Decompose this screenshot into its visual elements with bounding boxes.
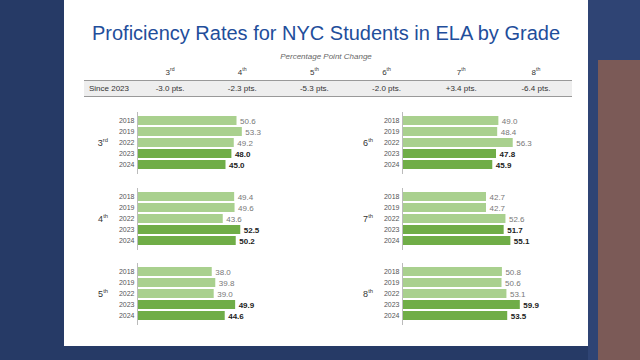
svg-text:45.0: 45.0	[229, 161, 245, 170]
svg-text:2022: 2022	[119, 215, 135, 222]
html-text:5th: 5th	[98, 288, 108, 299]
svg-text:2018: 2018	[384, 117, 400, 124]
svg-text:2018: 2018	[384, 193, 400, 200]
html-text:+3.4 pts.: +3.4 pts.	[445, 83, 477, 93]
html-text:6th: 6th	[382, 66, 391, 77]
svg-text:52.6: 52.6	[509, 215, 525, 224]
svg-text:2019: 2019	[119, 279, 135, 286]
svg-text:42.7: 42.7	[489, 193, 505, 202]
svg-text:2018: 2018	[119, 193, 135, 200]
svg-text:2024: 2024	[119, 312, 135, 319]
html-text:8th: 8th	[531, 66, 541, 77]
html-text:Since 2023: Since 2023	[89, 83, 129, 93]
svg-text:2023: 2023	[119, 226, 135, 233]
html-text:3rd: 3rd	[97, 137, 108, 148]
svg-text:48.4: 48.4	[501, 128, 517, 137]
svg-text:2023: 2023	[119, 301, 135, 308]
html-text:4th: 4th	[98, 213, 108, 224]
svg-text:59.9: 59.9	[523, 301, 539, 310]
svg-text:2024: 2024	[384, 312, 400, 319]
svg-text:2022: 2022	[384, 139, 400, 146]
svg-text:50.8: 50.8	[505, 268, 521, 277]
html-text:-3.0 pts.: -3.0 pts.	[155, 83, 185, 93]
svg-text:2022: 2022	[384, 290, 400, 297]
svg-text:2019: 2019	[384, 128, 400, 135]
svg-text:2023: 2023	[384, 301, 400, 308]
svg-text:2024: 2024	[119, 161, 135, 168]
svg-text:44.6: 44.6	[228, 312, 244, 321]
svg-text:49.2: 49.2	[237, 139, 253, 148]
svg-text:38.0: 38.0	[215, 268, 231, 277]
html-text:-2.0 pts.: -2.0 pts.	[372, 83, 401, 93]
svg-text:53.5: 53.5	[511, 312, 527, 321]
html-text:-6.4 pts.: -6.4 pts.	[521, 83, 551, 93]
svg-text:2022: 2022	[384, 215, 400, 222]
svg-text:50.2: 50.2	[239, 237, 255, 246]
svg-text:2018: 2018	[119, 268, 135, 275]
svg-text:53.1: 53.1	[510, 290, 526, 299]
svg-text:2022: 2022	[119, 290, 135, 297]
svg-text:55.1: 55.1	[514, 237, 530, 246]
svg-text:50.6: 50.6	[505, 279, 521, 288]
html-text:6th: 6th	[363, 137, 373, 148]
svg-text:49.0: 49.0	[502, 117, 518, 126]
svg-text:52.5: 52.5	[244, 226, 260, 235]
svg-text:2024: 2024	[384, 237, 400, 244]
svg-text:2019: 2019	[384, 279, 400, 286]
svg-text:53.3: 53.3	[245, 128, 261, 137]
svg-text:42.7: 42.7	[489, 204, 505, 213]
svg-text:2023: 2023	[119, 150, 135, 157]
svg-text:50.6: 50.6	[240, 117, 256, 126]
html-text:7th: 7th	[456, 66, 466, 77]
svg-text:2023: 2023	[384, 150, 400, 157]
svg-text:2024: 2024	[384, 161, 400, 168]
svg-text:45.9: 45.9	[496, 161, 512, 170]
html-text:5th: 5th	[310, 66, 319, 77]
svg-text:47.8: 47.8	[500, 150, 516, 159]
svg-text:56.3: 56.3	[516, 139, 532, 148]
svg-text:49.9: 49.9	[239, 301, 255, 310]
svg-text:43.6: 43.6	[226, 215, 242, 224]
html-text:7th: 7th	[363, 213, 373, 224]
html-text:3rd: 3rd	[165, 66, 175, 77]
svg-text:48.0: 48.0	[235, 150, 251, 159]
svg-text:2019: 2019	[119, 128, 135, 135]
html-text:Proficiency Rates for NYC Stud: Proficiency Rates for NYC Students in EL…	[92, 22, 560, 44]
svg-text:49.6: 49.6	[238, 204, 254, 213]
html-text:-5.3 pts.: -5.3 pts.	[299, 83, 329, 93]
svg-text:2019: 2019	[384, 204, 400, 211]
svg-text:2018: 2018	[384, 268, 400, 275]
html-text:Percentage Point Change: Percentage Point Change	[280, 52, 372, 61]
html-text:8th: 8th	[363, 288, 373, 299]
svg-text:49.4: 49.4	[238, 193, 254, 202]
svg-text:2024: 2024	[119, 237, 135, 244]
svg-text:51.7: 51.7	[507, 226, 523, 235]
svg-text:2023: 2023	[384, 226, 400, 233]
html-text:-2.3 pts.: -2.3 pts.	[227, 83, 257, 93]
svg-text:39.0: 39.0	[217, 290, 233, 299]
svg-text:2022: 2022	[119, 139, 135, 146]
svg-text:39.8: 39.8	[219, 279, 235, 288]
svg-text:2019: 2019	[119, 204, 135, 211]
svg-text:2018: 2018	[119, 117, 135, 124]
html-text:4th: 4th	[237, 66, 247, 77]
